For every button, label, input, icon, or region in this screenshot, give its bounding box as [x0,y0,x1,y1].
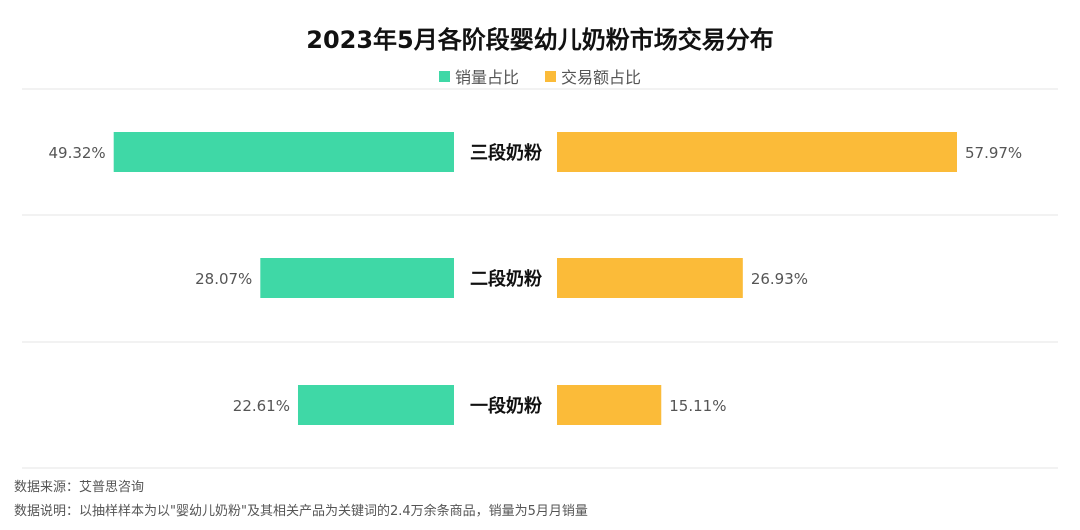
bar-transaction-amount-1 [557,258,743,298]
category-label-2: 一段奶粉 [470,395,542,417]
legend-item-transaction-amount[interactable]: 交易额占比 [545,64,641,88]
data-description-note: 数据说明：以抽样样本为以"婴幼儿奶粉"及其相关产品为关键词的2.4万余条商品，销… [14,504,588,519]
chart-legend: 销量占比 交易额占比 [0,64,1080,88]
category-label-0: 三段奶粉 [470,142,542,164]
data-label-sales-volume-1: 28.07% [195,270,252,288]
bar-sales-volume-1 [260,258,454,298]
data-label-sales-volume-0: 49.32% [48,144,105,162]
legend-swatch-transaction-amount [545,70,556,82]
legend-label-transaction-amount: 交易额占比 [561,68,642,87]
data-label-transaction-amount-0: 57.97% [965,144,1022,162]
data-label-transaction-amount-1: 26.93% [751,270,808,288]
legend-swatch-sales-volume [438,70,450,82]
bar-sales-volume-0 [113,132,454,172]
category-label-1: 二段奶粉 [470,268,542,290]
bar-sales-volume-2 [297,385,454,425]
legend-label-sales-volume: 销量占比 [454,68,519,87]
chart-title: 2023年5月各阶段婴幼儿奶粉市场交易分布 [306,26,774,54]
legend-item-sales-volume[interactable]: 销量占比 [438,64,519,88]
bar-transaction-amount-0 [557,132,957,172]
data-source-note: 数据来源：艾普思咨询 [14,480,145,495]
data-label-sales-volume-2: 22.61% [233,397,290,415]
data-label-transaction-amount-2: 15.11% [669,397,726,415]
bar-transaction-amount-2 [557,385,662,425]
